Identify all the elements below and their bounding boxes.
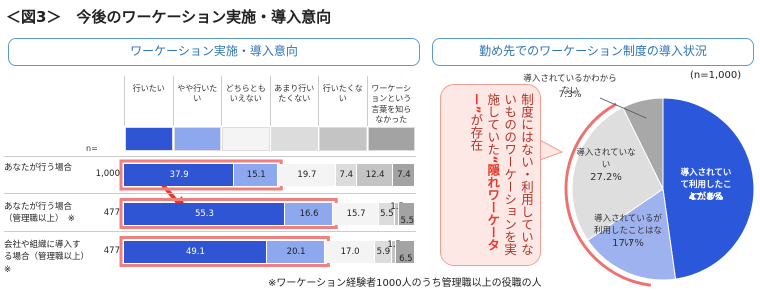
column-header: やや行いたい bbox=[172, 76, 222, 126]
column-header: あまり行いたくない bbox=[269, 76, 319, 126]
row-line bbox=[4, 193, 416, 194]
legend-swatch bbox=[173, 127, 221, 151]
value-label: 16.6 bbox=[299, 208, 319, 219]
slice-value: 7.3% bbox=[558, 90, 582, 100]
bar-segment bbox=[234, 164, 279, 186]
value-label: 19.7 bbox=[297, 170, 317, 180]
n-value: 477 bbox=[103, 207, 120, 218]
n-label: (n=1,000) bbox=[690, 70, 742, 81]
bar-segment bbox=[396, 240, 416, 263]
bar-segment bbox=[394, 202, 400, 225]
bar-segment bbox=[374, 240, 392, 263]
callout-text: 制度にはない・利用していないもののワーケーションを実施していた bbox=[485, 93, 534, 256]
column-header: ワーケーションという言葉を知らなかった bbox=[366, 76, 416, 126]
value-label: 7.4 bbox=[397, 170, 411, 180]
value-label: 17.0 bbox=[340, 246, 360, 257]
slice-value: 17.7% bbox=[612, 238, 644, 249]
value-label: 5.9 bbox=[376, 246, 391, 257]
value-label: 1.5 bbox=[390, 201, 404, 212]
legend-swatch bbox=[222, 127, 270, 151]
callout: 制度にはない・利用していないもののワーケーションを実施していた“隠れワーケーター… bbox=[440, 84, 541, 266]
bar-segment bbox=[266, 240, 326, 263]
column-header: 行いたい bbox=[124, 76, 173, 126]
bar-segment bbox=[278, 164, 336, 186]
leader-line bbox=[599, 97, 647, 119]
bar-segment bbox=[124, 240, 267, 263]
bar-segment bbox=[333, 202, 379, 225]
column-header: どちらともいえない bbox=[221, 76, 270, 126]
value-label: 49.1 bbox=[185, 246, 205, 257]
n-value: 1,000 bbox=[95, 169, 120, 179]
value-label: 5.5 bbox=[400, 215, 415, 226]
bar-segment bbox=[124, 202, 285, 225]
value-label: 12.4 bbox=[365, 170, 385, 180]
column-header: 行いたくない bbox=[318, 76, 367, 126]
row-line bbox=[4, 231, 416, 232]
bar-segment bbox=[392, 240, 397, 263]
slice-label: 導入されていて利用したことがある bbox=[680, 168, 732, 202]
legend-swatch bbox=[270, 127, 318, 151]
bar-segment bbox=[378, 202, 395, 225]
pie-slice bbox=[587, 188, 677, 281]
value-label: 6.5 bbox=[399, 253, 413, 264]
callout-highlight: “隠れワーケーター” bbox=[468, 93, 501, 252]
row-line bbox=[4, 156, 416, 157]
legend-swatch bbox=[319, 127, 367, 151]
slice-value: 47.8% bbox=[688, 192, 724, 203]
value-label: 1.5 bbox=[387, 239, 401, 250]
value-label: 15.1 bbox=[246, 170, 266, 180]
value-label: 55.3 bbox=[194, 208, 214, 219]
value-label: 37.9 bbox=[169, 170, 189, 180]
highlight-arc bbox=[564, 102, 652, 287]
slice-value: 27.2% bbox=[590, 172, 622, 183]
callout-tail bbox=[539, 139, 564, 161]
slice-label: 導入されているが利用したことはない bbox=[593, 214, 662, 248]
legend-swatch bbox=[367, 127, 415, 151]
value-label: 7.4 bbox=[339, 170, 354, 180]
bar-segment bbox=[284, 202, 334, 225]
n-value: 477 bbox=[103, 245, 120, 256]
panel-header: 勤め先でのワーケーション制度の導入状況 bbox=[432, 38, 754, 66]
value-label: 15.7 bbox=[346, 208, 366, 219]
bar-segment bbox=[335, 164, 358, 186]
slice-label: 導入されているかわからない bbox=[523, 74, 617, 96]
bar-segment bbox=[399, 202, 416, 225]
legend-swatch bbox=[125, 127, 173, 151]
pie-slice bbox=[622, 97, 664, 190]
pie-slice bbox=[571, 106, 664, 241]
bar-segment bbox=[124, 164, 235, 186]
value-label: 20.1 bbox=[286, 246, 306, 257]
page-title: ＜図3＞ 今後のワーケーション実施・導入意向 bbox=[6, 8, 332, 26]
value-label: 5.5 bbox=[380, 208, 394, 219]
slice-label: 導入されていない bbox=[576, 148, 636, 170]
bar-segment bbox=[357, 164, 394, 186]
row-label: 会社や組織に導入する場合（管理職以上）※ bbox=[4, 239, 85, 276]
pie-slice bbox=[662, 97, 755, 280]
bar-segment bbox=[393, 164, 415, 186]
row-label: あなたが行う場合 bbox=[4, 163, 73, 173]
row-label: あなたが行う場合（管理職以上） ※ bbox=[4, 201, 75, 225]
footnote: ※ワーケーション経験者1000人のうち管理職以上の役職の人 bbox=[268, 278, 542, 289]
callout-text: が存在 bbox=[468, 113, 484, 152]
panel-header: ワーケーション実施・導入意向 bbox=[8, 38, 420, 66]
n-label: n= bbox=[86, 144, 98, 153]
bar-segment bbox=[325, 240, 375, 263]
